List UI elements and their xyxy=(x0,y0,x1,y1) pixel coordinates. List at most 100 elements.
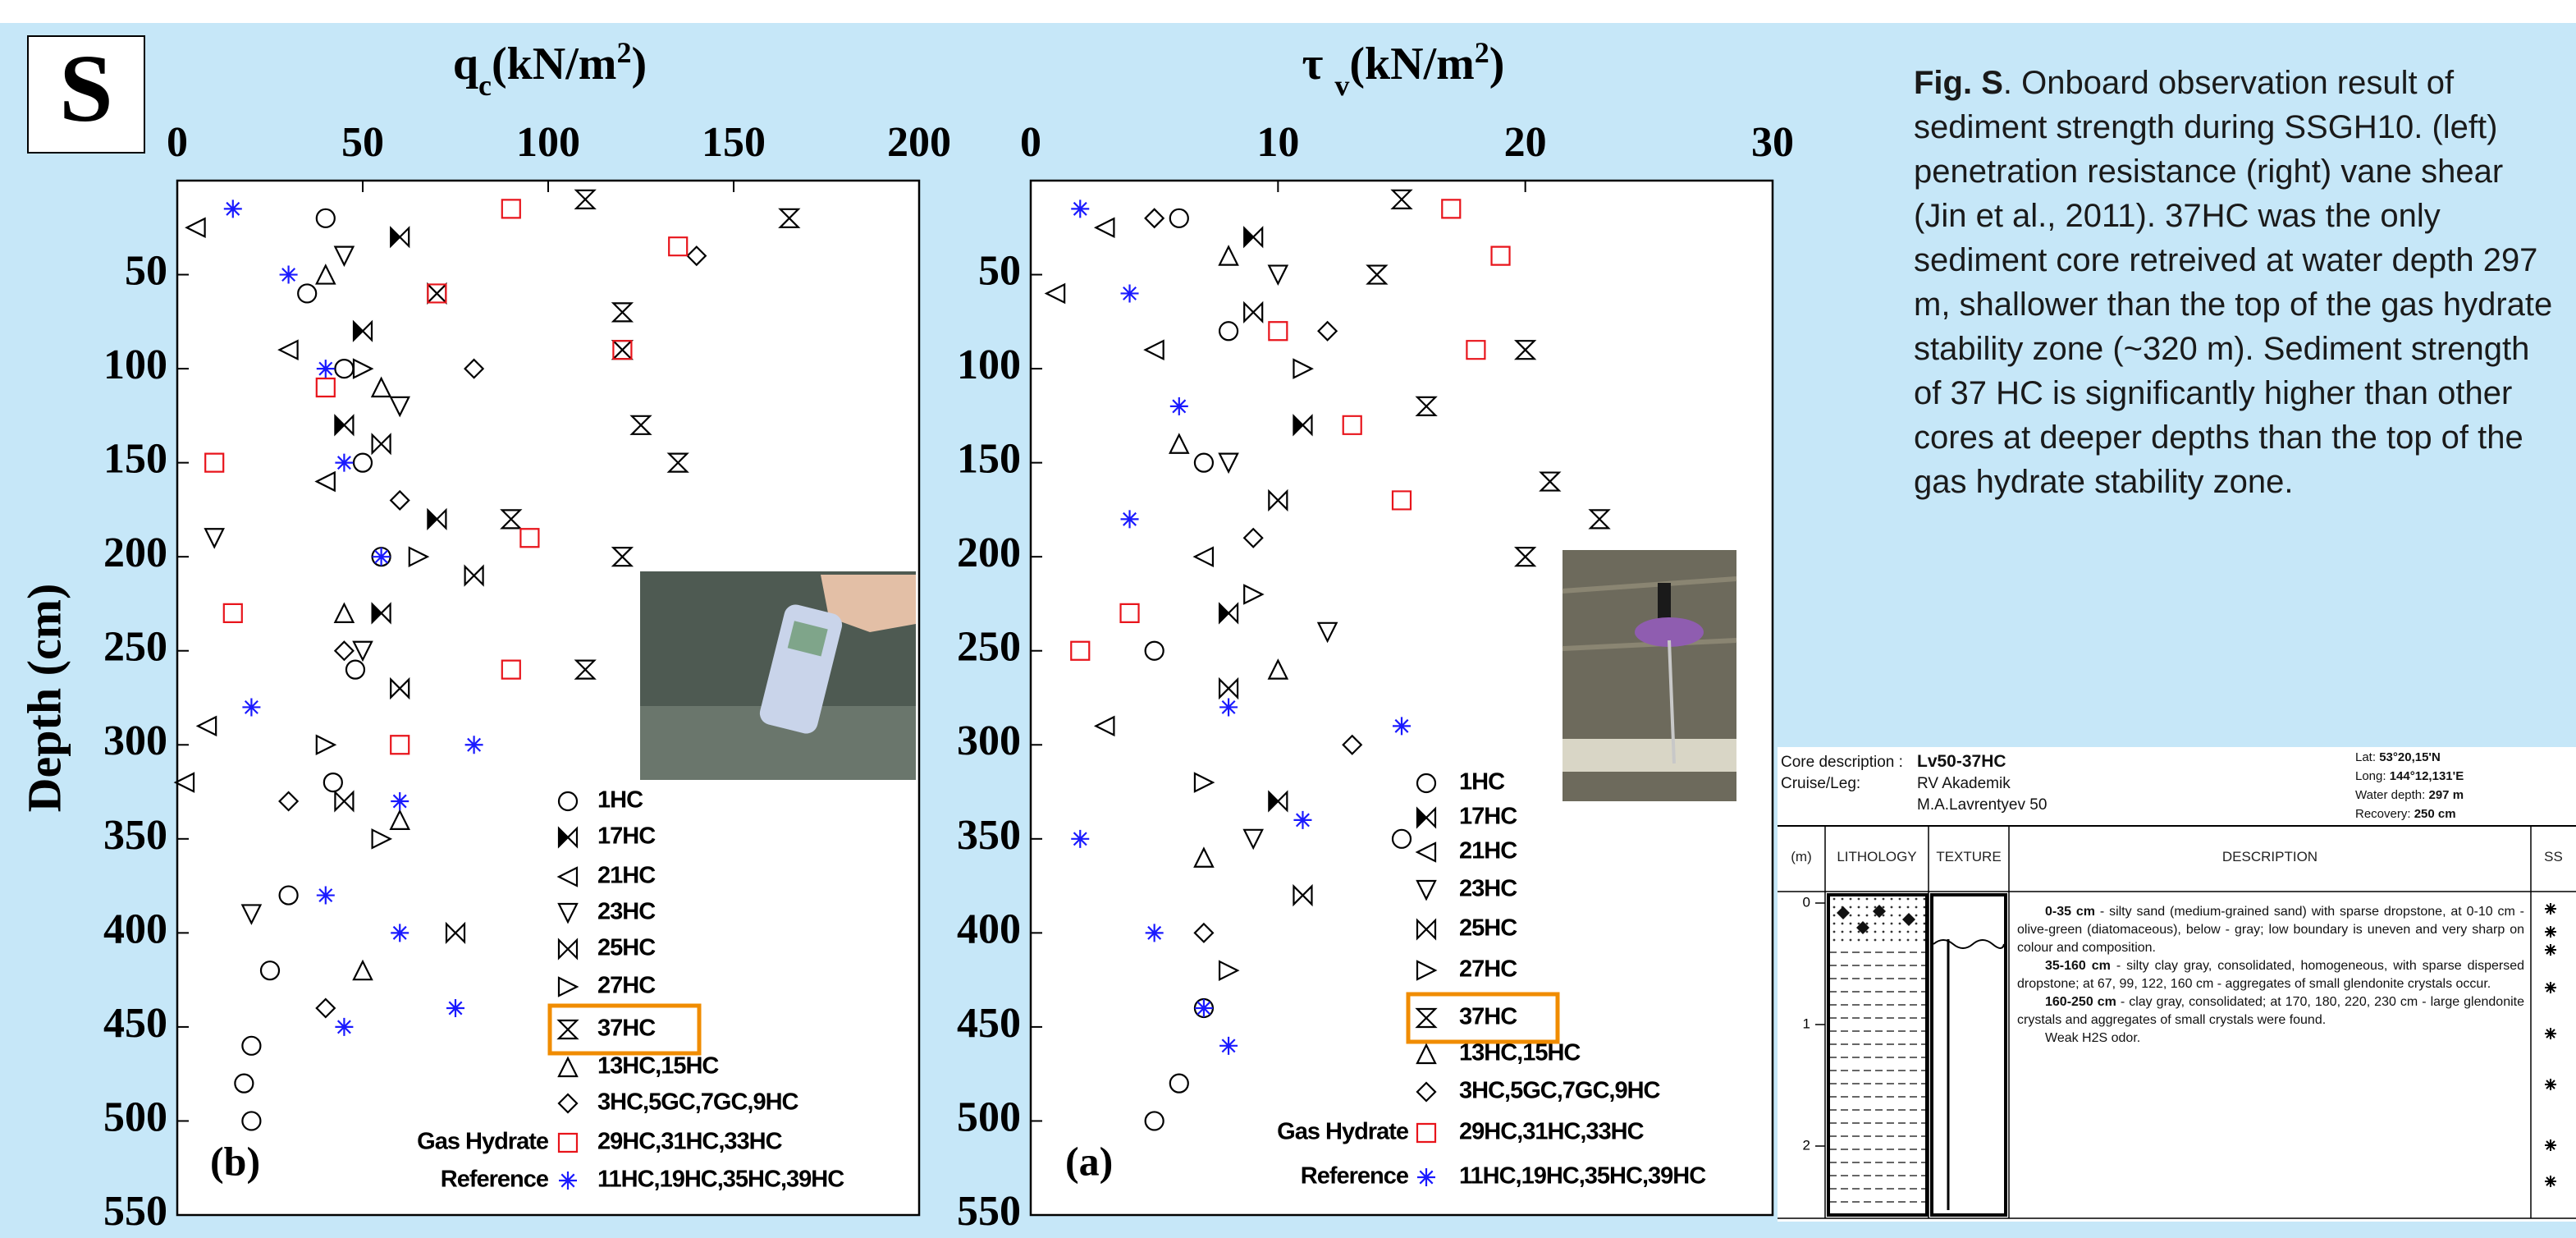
photo-plank xyxy=(1562,638,1737,651)
data-point xyxy=(1071,199,1090,218)
legend-group: Reference xyxy=(441,1167,549,1193)
description-text: - silty clay gray, consolidated, homogen… xyxy=(2017,959,2525,991)
photo-vane xyxy=(1562,550,1737,801)
legend-label: 37HC xyxy=(597,1016,656,1042)
data-point xyxy=(297,283,318,304)
data-point xyxy=(629,415,652,435)
plot-frame xyxy=(176,179,921,1217)
x-tick-label: 20 xyxy=(1504,119,1547,166)
photo-ruler xyxy=(1563,739,1736,772)
data-point xyxy=(333,245,355,268)
data-point xyxy=(1070,640,1091,661)
legend-marker xyxy=(557,1056,579,1078)
data-point xyxy=(323,772,343,793)
y-axis-label: Depth (cm) xyxy=(17,584,71,813)
data-point xyxy=(1393,717,1411,736)
plot-frame xyxy=(1029,179,1774,1217)
texture-border xyxy=(1930,893,2007,1217)
data-point-fill xyxy=(354,322,363,341)
data-point xyxy=(241,1035,262,1056)
y-tick-label: 50 xyxy=(978,247,1021,294)
legend-label: 27HC xyxy=(597,973,656,999)
data-point xyxy=(1193,452,1215,473)
data-point xyxy=(352,358,374,379)
legend-marker xyxy=(1416,1081,1437,1103)
data-point xyxy=(1390,189,1413,210)
x-tick-label: 30 xyxy=(1751,119,1794,166)
data-point xyxy=(1169,208,1189,228)
legend-label: 1HC xyxy=(597,787,643,814)
site-label: Water depth: xyxy=(2355,788,2426,802)
data-point xyxy=(1218,452,1239,475)
data-point xyxy=(1391,828,1412,849)
data-point xyxy=(240,904,263,925)
data-point xyxy=(1242,527,1264,548)
data-point-fill xyxy=(428,510,437,529)
description-paragraph: Weak H2S odor. xyxy=(2017,1029,2524,1048)
data-point xyxy=(668,236,689,257)
data-point xyxy=(1342,415,1362,435)
legend-marker xyxy=(1416,1122,1437,1144)
ss-mark xyxy=(2545,903,2556,915)
ss-mark xyxy=(2545,1079,2556,1090)
data-point xyxy=(611,547,634,567)
core-description: 0-35 cm - silty sand (medium-grained san… xyxy=(2017,903,2524,1048)
data-point xyxy=(1514,547,1537,567)
y-tick-label: 200 xyxy=(957,530,1021,576)
site-label: Recovery: xyxy=(2355,807,2411,821)
data-point xyxy=(315,208,336,228)
data-point xyxy=(315,734,337,756)
data-point xyxy=(1193,922,1215,943)
data-point xyxy=(316,886,335,905)
legend-highlight xyxy=(547,1003,702,1056)
data-point xyxy=(1317,320,1338,342)
axis-title: τ v(kN/m2) xyxy=(1302,36,1505,102)
data-point xyxy=(335,453,354,472)
x-tick-label: 200 xyxy=(887,119,951,166)
data-point xyxy=(241,1111,262,1131)
data-point xyxy=(278,791,300,812)
photo-plank xyxy=(1562,576,1737,594)
data-point xyxy=(390,735,410,755)
letter-box xyxy=(27,35,145,154)
data-point xyxy=(195,715,217,737)
data-point xyxy=(1193,772,1215,793)
data-point xyxy=(391,792,410,810)
legend-marker xyxy=(556,866,579,887)
y-tick-label: 100 xyxy=(957,342,1021,388)
axis-title-part: ) xyxy=(1489,39,1505,89)
legend-marker xyxy=(557,902,579,924)
description-paragraph: 0-35 cm - silty sand (medium-grained san… xyxy=(2017,903,2524,957)
y-tick-label: 250 xyxy=(957,624,1021,671)
axis-title: qc(kN/m2) xyxy=(453,36,647,102)
y-tick-label: 400 xyxy=(957,906,1021,952)
ss-marks xyxy=(2545,903,2556,1187)
legend-marker xyxy=(1415,841,1437,863)
description-paragraph: 35-160 cm - silty clay gray, consolidate… xyxy=(2017,957,2524,993)
data-point xyxy=(223,199,242,218)
data-point xyxy=(333,640,355,662)
data-point xyxy=(1144,208,1165,229)
data-point xyxy=(1218,321,1239,342)
legend-marker xyxy=(557,826,579,849)
legend-highlight xyxy=(1406,992,1560,1044)
data-point xyxy=(370,376,392,398)
data-point xyxy=(1267,658,1289,680)
legend-marker xyxy=(1417,1168,1435,1186)
description-paragraph: 160-250 cm - clay gray, consolidated; at… xyxy=(2017,993,2524,1029)
data-point xyxy=(1093,217,1115,239)
legend-label: 23HC xyxy=(1459,876,1517,902)
legend-marker xyxy=(1416,918,1437,941)
legend-label: 37HC xyxy=(1459,1004,1517,1030)
caption: Fig. S. Onboard observation result of se… xyxy=(1914,61,2562,504)
data-point xyxy=(501,659,521,680)
y-tick-label: 300 xyxy=(957,718,1021,764)
y-tick-label: 200 xyxy=(103,530,167,576)
data-point xyxy=(371,828,393,850)
legend-label: 3HC,5GC,7GC,9HC xyxy=(597,1089,799,1116)
data-point xyxy=(1268,321,1288,342)
x-tick-label: 100 xyxy=(516,119,580,166)
axis-title-part: ) xyxy=(631,39,647,89)
data-point xyxy=(1143,339,1164,360)
data-point xyxy=(1293,414,1313,437)
